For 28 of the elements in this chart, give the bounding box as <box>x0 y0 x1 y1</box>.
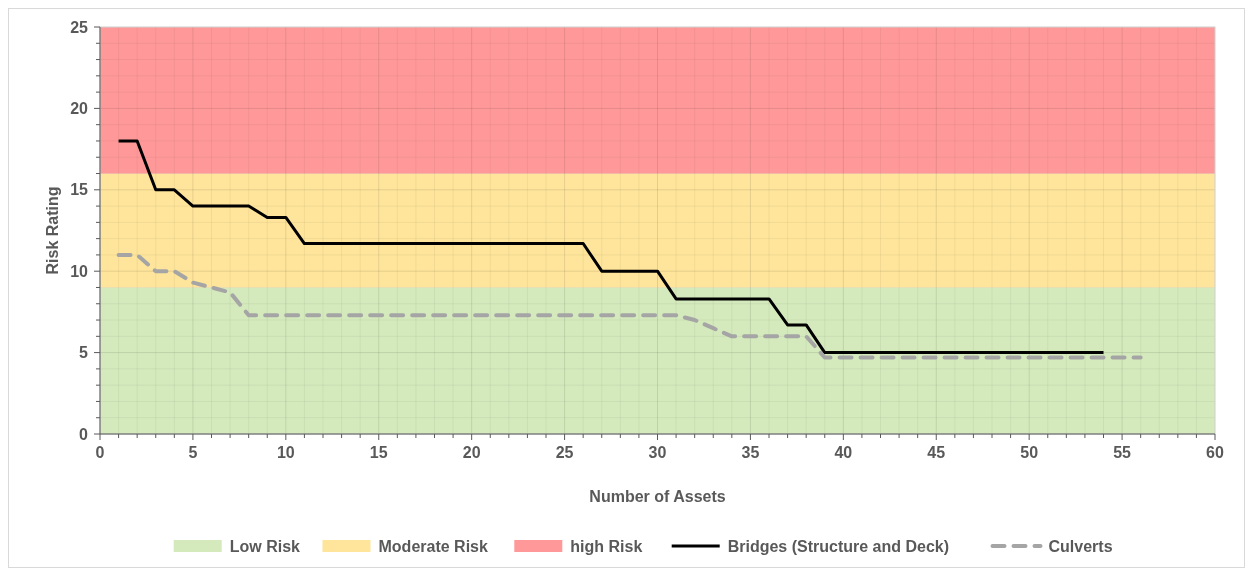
y-axis-title: Risk Rating <box>44 186 61 275</box>
x-tick-label: 0 <box>95 444 105 461</box>
x-tick-label: 30 <box>648 444 667 461</box>
line-series <box>116 252 1143 360</box>
legend-label: Bridges (Structure and Deck) <box>727 537 950 555</box>
legend-label: high Risk <box>570 537 643 555</box>
x-tick-label: 50 <box>1020 444 1039 461</box>
y-tick-label: 25 <box>70 18 89 36</box>
x-tick-label: 35 <box>741 444 760 461</box>
x-tick-label: 45 <box>927 444 946 461</box>
y-tick-label: 5 <box>79 344 89 362</box>
y-tick-label: 10 <box>70 262 89 280</box>
x-tick-label: 55 <box>1113 444 1132 461</box>
x-axis-title: Number of Assets <box>589 488 726 505</box>
legend-label: Moderate Risk <box>378 537 488 555</box>
legend-label: Low Risk <box>229 537 301 555</box>
x-tick-label: 15 <box>369 444 388 461</box>
x-tick-label: 25 <box>555 444 574 461</box>
x-tick-label: 5 <box>188 444 198 461</box>
x-tick-label: 20 <box>462 444 481 461</box>
x-tick-label: 10 <box>276 444 295 461</box>
y-tick-label: 0 <box>79 425 89 443</box>
y-tick-label: 20 <box>70 100 89 117</box>
x-tick-label: 40 <box>834 444 853 461</box>
x-tick-label: 60 <box>1206 444 1224 461</box>
y-tick-label: 15 <box>70 181 89 199</box>
line-series <box>117 139 1105 355</box>
legend-label: Culverts <box>1048 537 1113 555</box>
